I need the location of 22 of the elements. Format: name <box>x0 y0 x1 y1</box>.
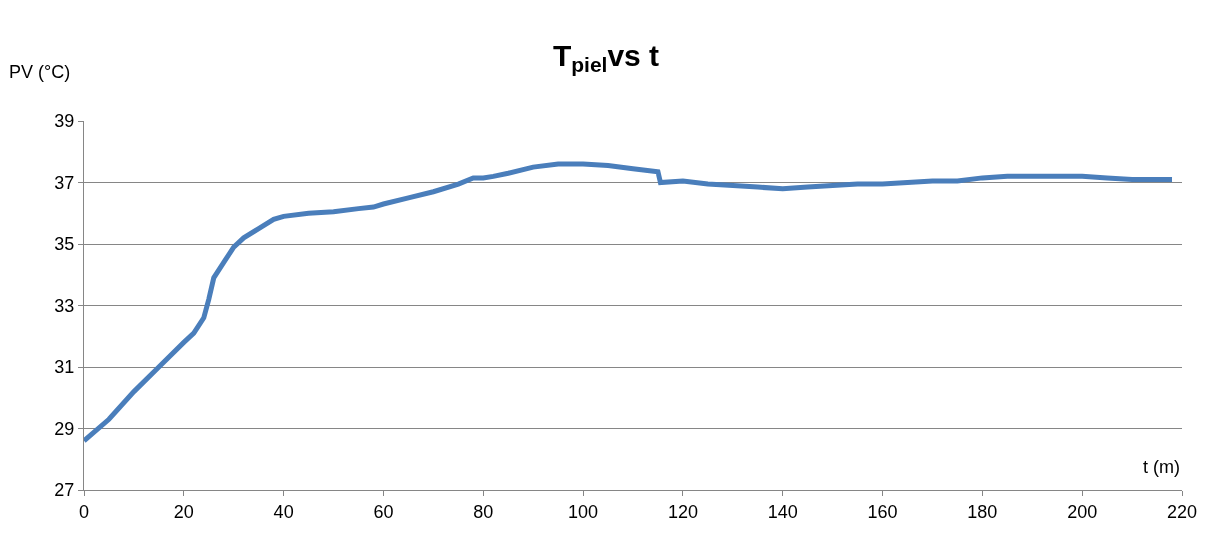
y-tick-label: 37 <box>54 172 75 193</box>
y-tick-label: 31 <box>54 357 75 378</box>
x-tick-label: 200 <box>1067 501 1098 522</box>
x-axis-title: t (m) <box>1143 457 1180 477</box>
x-tick-label: 140 <box>767 501 798 522</box>
x-tick-label: 0 <box>78 501 90 522</box>
y-tick-label: 39 <box>54 111 75 132</box>
x-tick-label: 180 <box>967 501 998 522</box>
x-tick-label: 120 <box>667 501 698 522</box>
x-tick-label: 160 <box>867 501 898 522</box>
y-tick-label: 33 <box>54 295 75 316</box>
x-tick-label: 40 <box>273 501 294 522</box>
y-tick-label: 35 <box>54 234 75 255</box>
chart-title: T$_{piel}$vs t <box>552 38 660 76</box>
x-tick-label: 100 <box>568 501 599 522</box>
y-tick-label: 27 <box>54 480 75 501</box>
x-tick-label: 220 <box>1166 501 1198 522</box>
x-tick-label: 20 <box>173 501 194 522</box>
x-tick-label: 80 <box>473 501 494 522</box>
y-axis-title: PV (°C) <box>9 62 71 82</box>
x-tick-label: 60 <box>373 501 394 522</box>
y-tick-label: 29 <box>54 418 75 439</box>
